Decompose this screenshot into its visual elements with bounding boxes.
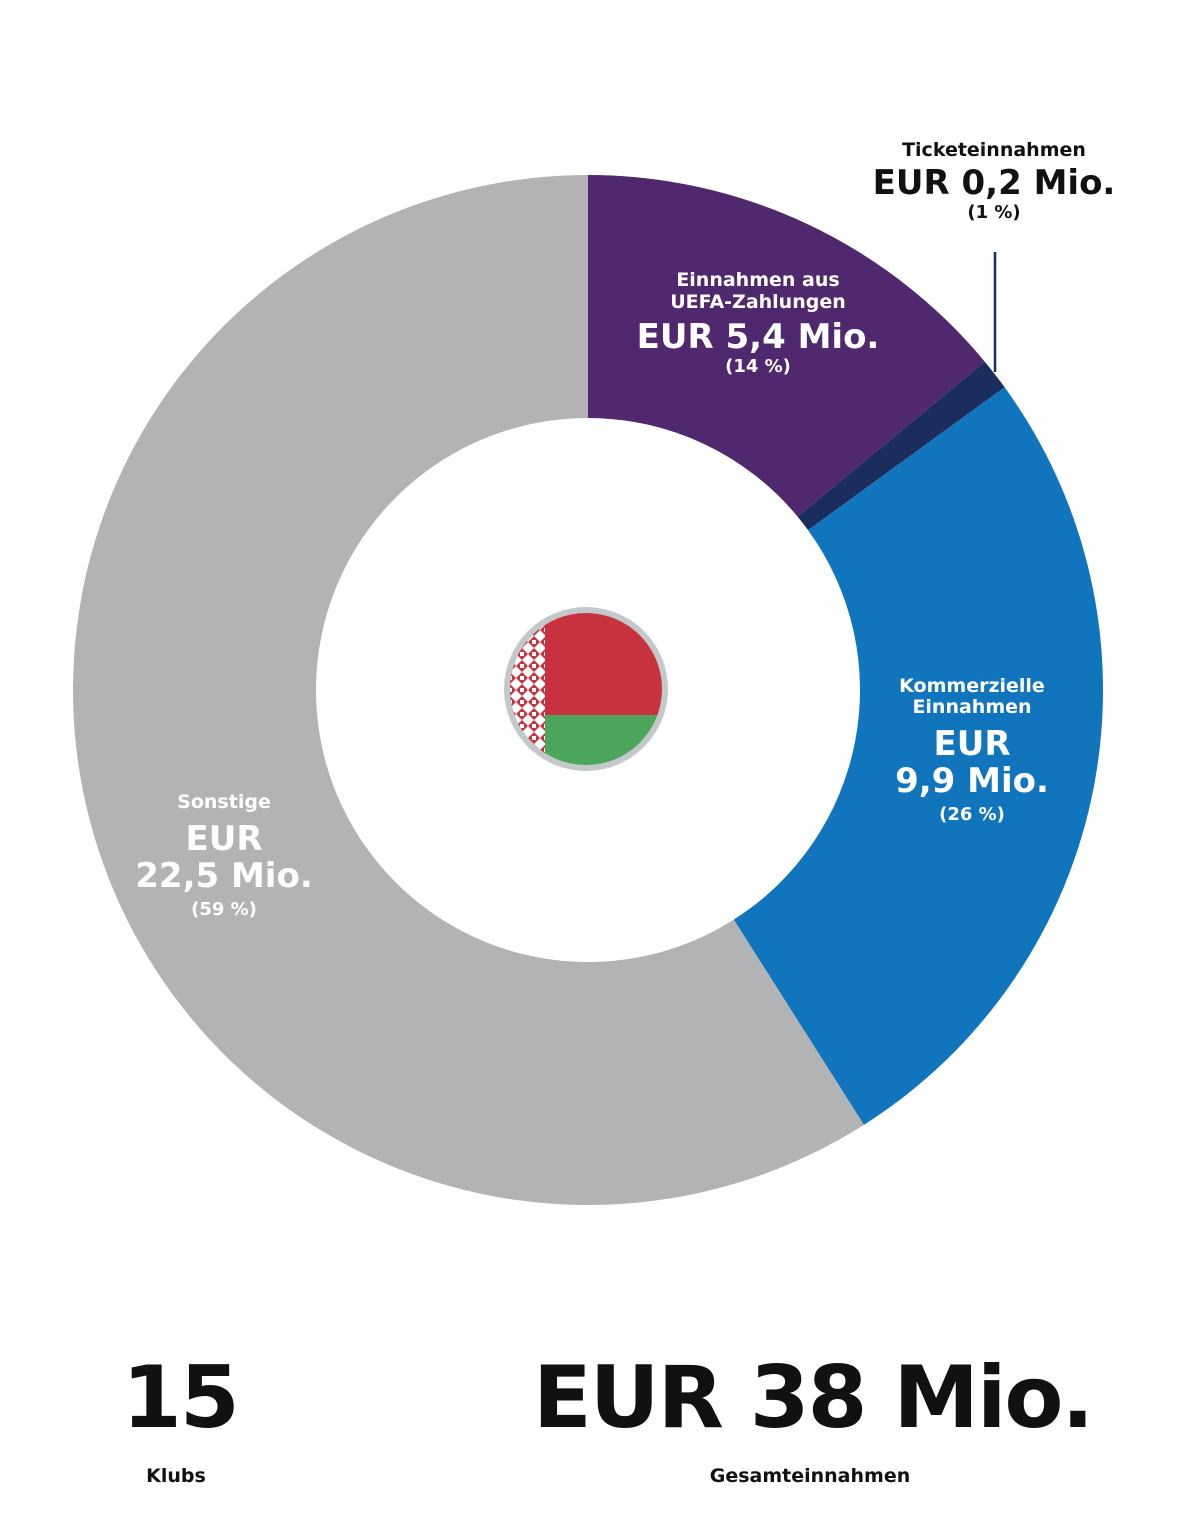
slice-label-other: Sonstige EUR 22,5 Mio. (59 %)	[135, 792, 313, 919]
slice-label-commercial: Kommerzielle Einnahmen EUR 9,9 Mio. (26 …	[895, 676, 1049, 824]
slice-value: 9,9 Mio.	[895, 761, 1049, 802]
slice-name: Kommerzielle	[899, 675, 1045, 697]
total-revenue: EUR 38 Mio.	[533, 1348, 1094, 1448]
total-revenue-label: Gesamteinnahmen	[709, 1465, 911, 1487]
slice-name: UEFA-Zahlungen	[670, 290, 846, 313]
slice-percent: (59 %)	[191, 898, 257, 920]
slice-value: EUR 0,2 Mio.	[872, 162, 1116, 203]
donut-slice-1	[797, 361, 1005, 531]
slice-percent: (1 %)	[967, 201, 1021, 223]
donut-slice-3	[72, 175, 864, 1205]
slice-value: EUR	[933, 723, 1011, 764]
clubs-label: Klubs	[146, 1465, 206, 1487]
belarus-flag-icon	[504, 607, 668, 771]
clubs-count: 15	[122, 1348, 240, 1448]
slice-percent: (26 %)	[939, 803, 1005, 825]
slice-value: EUR 5,4 Mio.	[636, 316, 880, 357]
slice-percent: (14 %)	[725, 355, 791, 377]
slice-label-uefa: Einnahmen aus UEFA-Zahlungen EUR 5,4 Mio…	[636, 269, 880, 377]
slice-name: Ticketeinnahmen	[902, 139, 1086, 161]
donut-slice-2	[733, 387, 1103, 1125]
slice-value: EUR	[185, 818, 263, 859]
donut-slice-0	[588, 175, 985, 517]
slice-label-tickets: Ticketeinnahmen EUR 0,2 Mio. (1 %)	[872, 139, 1116, 224]
slice-name: Einnahmen	[912, 695, 1032, 718]
slice-name: Sonstige	[177, 791, 271, 813]
slice-name: Einnahmen aus	[676, 269, 840, 291]
slice-value: 22,5 Mio.	[135, 856, 313, 897]
